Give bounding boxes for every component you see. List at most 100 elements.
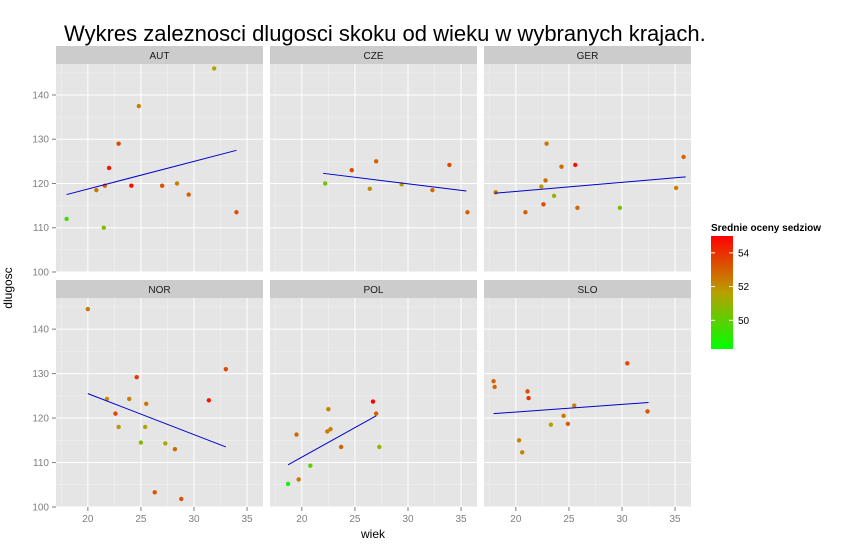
x-tick-label: 25 — [135, 514, 147, 525]
facet-strip-label: AUT — [150, 51, 170, 62]
legend-tick-label: 50 — [738, 316, 750, 327]
data-point — [541, 202, 546, 207]
data-point — [223, 366, 229, 372]
facet-strip — [56, 46, 263, 64]
trend-line — [66, 149, 237, 196]
data-point — [516, 438, 522, 443]
facet-strip-label: POL — [363, 285, 383, 296]
data-point — [113, 411, 118, 416]
data-point — [681, 154, 686, 160]
facet-strip-label: GER — [577, 51, 599, 62]
data-point — [159, 183, 165, 188]
facet-strip — [56, 280, 263, 298]
data-point — [673, 185, 679, 191]
facet-pol: POL — [270, 280, 477, 508]
data-point — [539, 184, 544, 189]
data-point — [186, 192, 191, 197]
data-point — [561, 413, 566, 419]
facet-strip-label: CZE — [364, 51, 384, 62]
y-tick-label: 110 — [33, 223, 49, 234]
facet-strip — [270, 46, 477, 64]
trend-line — [493, 402, 649, 415]
x-tick-label: 35 — [670, 514, 682, 525]
data-point — [179, 496, 184, 502]
data-point — [373, 411, 379, 416]
facet-nor: NOR — [56, 280, 263, 508]
data-point — [575, 205, 580, 211]
data-point — [85, 306, 91, 312]
data-point — [543, 178, 548, 183]
x-tick-label: 35 — [242, 514, 254, 525]
data-point — [326, 406, 331, 412]
data-point — [430, 187, 435, 193]
panel-background — [484, 298, 691, 507]
data-point — [163, 441, 168, 446]
x-tick-label: 35 — [456, 514, 468, 525]
chart-title: Wykres zaleznosci dlugosci skoku od wiek… — [64, 21, 706, 46]
facet-aut: AUT — [56, 46, 263, 273]
data-point — [136, 103, 141, 109]
trend-line — [494, 176, 686, 194]
data-point — [152, 490, 157, 495]
data-point — [377, 444, 382, 450]
data-point — [523, 210, 528, 215]
facet-strip-label: SLO — [577, 285, 597, 296]
data-point — [645, 409, 650, 414]
data-point — [138, 440, 144, 445]
data-point — [116, 424, 121, 430]
data-point — [617, 205, 623, 211]
x-axis-ticks: 20 25 30 35 20 25 30 35 20 25 30 35 — [82, 507, 681, 525]
trend-line — [287, 415, 377, 466]
data-point — [294, 432, 299, 437]
data-point — [127, 396, 132, 402]
data-point — [373, 159, 379, 164]
data-point — [525, 389, 530, 394]
panel-background — [56, 64, 263, 272]
data-point — [559, 164, 564, 169]
facet-ger: GER — [484, 46, 691, 273]
x-axis-label: wiek — [360, 527, 386, 541]
data-point — [573, 162, 578, 168]
y-tick-label: 120 — [32, 414, 49, 425]
x-tick-label: 25 — [349, 514, 361, 525]
data-point — [323, 181, 328, 186]
x-tick-label: 30 — [188, 514, 200, 525]
data-point — [465, 210, 470, 215]
y-tick-label: 130 — [32, 135, 49, 146]
data-point — [492, 384, 497, 390]
data-point — [116, 141, 121, 146]
y-tick-label: 100 — [32, 268, 49, 279]
data-point — [174, 181, 180, 186]
data-point — [367, 186, 372, 191]
facet-cze: CZE — [270, 46, 477, 273]
data-point — [325, 429, 330, 434]
facet-slo: SLO — [484, 280, 691, 508]
trend-line — [87, 393, 227, 448]
data-point — [234, 210, 239, 215]
data-point — [144, 401, 149, 407]
data-point — [625, 361, 630, 366]
facet-strip-label: NOR — [148, 285, 170, 296]
data-point — [129, 183, 134, 188]
y-axis-ticks: 100 110 120 130 140 100 110 120 130 140 — [32, 90, 56, 514]
data-point — [206, 398, 212, 403]
trend-line — [323, 172, 467, 192]
facet-strip — [270, 280, 477, 298]
facet-strip — [484, 46, 691, 64]
data-point — [285, 481, 291, 487]
data-point — [447, 162, 452, 168]
panel-background — [484, 64, 691, 272]
data-point — [106, 165, 112, 171]
data-point — [338, 444, 344, 450]
data-point — [551, 193, 557, 199]
x-tick-label: 25 — [563, 514, 575, 525]
data-point — [328, 426, 333, 432]
data-point — [544, 141, 549, 146]
x-tick-label: 30 — [616, 514, 628, 525]
y-tick-label: 120 — [32, 179, 49, 190]
x-tick-label: 20 — [510, 514, 522, 525]
y-tick-label: 140 — [32, 90, 49, 101]
panel-background — [270, 64, 477, 272]
data-point — [64, 216, 69, 222]
